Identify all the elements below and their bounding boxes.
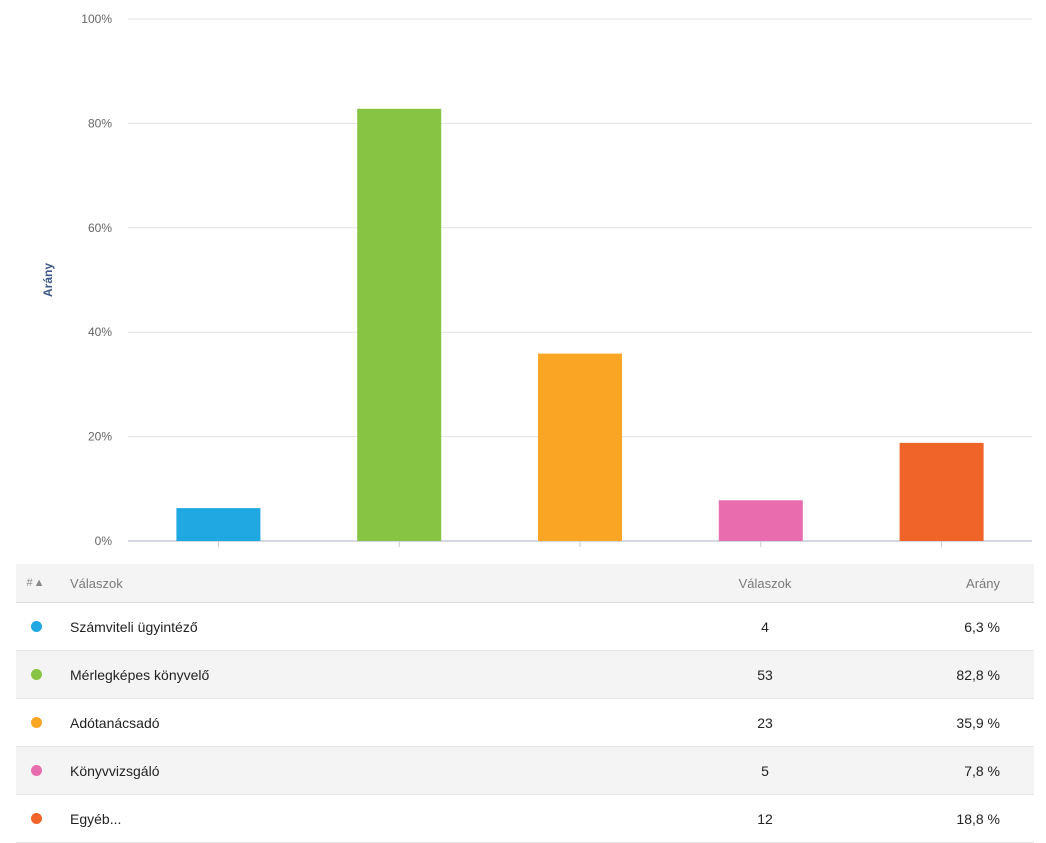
bar[interactable] bbox=[357, 108, 442, 541]
answer-label: Egyéb... bbox=[70, 810, 122, 827]
gridlines bbox=[128, 18, 1032, 542]
table-row: Könyvvizsgáló 5 7,8 % bbox=[16, 747, 1034, 795]
answer-label: Mérlegképes könyvelő bbox=[70, 666, 210, 683]
y-tick-label: 100% bbox=[81, 12, 112, 26]
sort-column-header[interactable]: #▲ bbox=[16, 577, 56, 589]
y-tick-label: 20% bbox=[88, 430, 112, 444]
bar-chart: 0% 20% 40% 60% 80% 100% Arány bbox=[41, 12, 1032, 548]
row-color-cell bbox=[16, 813, 56, 824]
row-color-cell bbox=[16, 765, 56, 776]
answer-ratio: 18,8 % bbox=[956, 810, 1000, 827]
row-color-cell bbox=[16, 621, 56, 632]
row-color-cell bbox=[16, 717, 56, 728]
answer-count: 53 bbox=[757, 666, 773, 683]
y-tick-label: 40% bbox=[88, 325, 112, 339]
row-color-cell bbox=[16, 669, 56, 680]
answer-count: 5 bbox=[761, 762, 769, 779]
y-tick-label: 80% bbox=[88, 116, 112, 130]
answer-ratio: 82,8 % bbox=[956, 666, 1000, 683]
color-dot-icon bbox=[30, 621, 42, 632]
color-dot-icon bbox=[30, 813, 42, 824]
bar[interactable] bbox=[176, 508, 261, 541]
answer-label: Számviteli ügyintéző bbox=[70, 618, 198, 635]
count-column-header[interactable]: Válaszok bbox=[738, 575, 792, 591]
answer-ratio: 7,8 % bbox=[964, 762, 1000, 779]
bars bbox=[176, 108, 984, 541]
color-dot-icon bbox=[30, 765, 42, 776]
y-tick-label: 60% bbox=[88, 221, 112, 235]
sort-asc-icon: #▲ bbox=[26, 577, 46, 589]
answer-count: 23 bbox=[757, 714, 773, 731]
bar[interactable] bbox=[718, 500, 803, 541]
answers-table: #▲ Válaszok Válaszok Arány Számviteli üg… bbox=[16, 564, 1034, 843]
ratio-column-header[interactable]: Arány bbox=[966, 575, 1000, 591]
answer-label: Adótanácsadó bbox=[70, 714, 160, 731]
answer-ratio: 6,3 % bbox=[964, 618, 1000, 635]
answers-column-header[interactable]: Válaszok bbox=[70, 575, 123, 591]
table-header: #▲ Válaszok Válaszok Arány bbox=[16, 564, 1034, 603]
answer-label: Könyvvizsgáló bbox=[70, 762, 160, 779]
table-row: Adótanácsadó 23 35,9 % bbox=[16, 699, 1034, 747]
color-dot-icon bbox=[30, 669, 42, 680]
answer-count: 12 bbox=[757, 810, 773, 827]
bar[interactable] bbox=[538, 353, 622, 541]
table-row: Számviteli ügyintéző 4 6,3 % bbox=[16, 603, 1034, 651]
y-axis-label: Arány bbox=[41, 263, 55, 297]
answer-ratio: 35,9 % bbox=[956, 714, 1000, 731]
y-tick-labels: 0% 20% 40% 60% 80% 100% bbox=[81, 12, 112, 548]
color-dot-icon bbox=[30, 717, 42, 728]
answer-count: 4 bbox=[761, 618, 769, 635]
bar[interactable] bbox=[899, 442, 984, 541]
table-body: Számviteli ügyintéző 4 6,3 % Mérlegképes kö… bbox=[16, 603, 1034, 843]
table-row: Mérlegképes könyvelő 53 82,8 % bbox=[16, 651, 1034, 699]
y-tick-label: 0% bbox=[95, 534, 113, 548]
x-ticks bbox=[217, 541, 943, 547]
